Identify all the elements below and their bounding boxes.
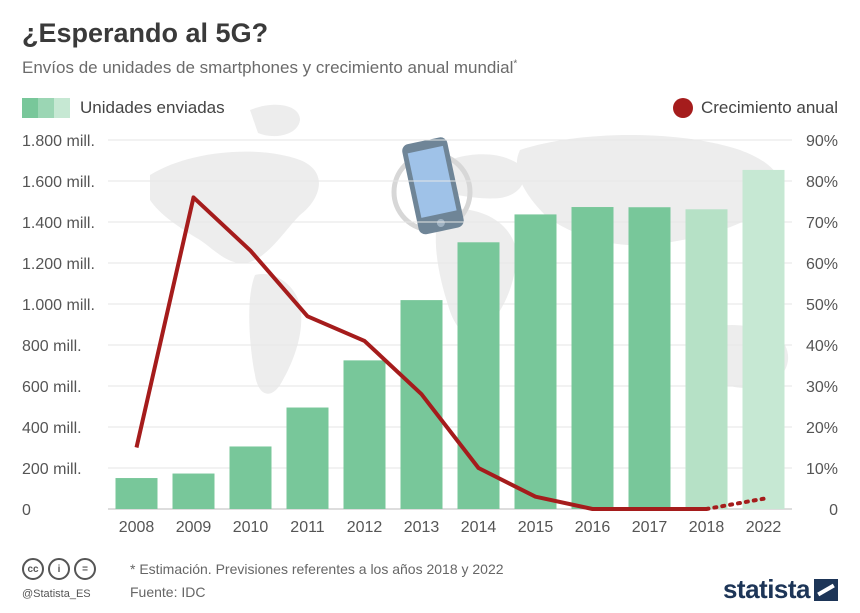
x-tick-label: 2022	[746, 519, 782, 536]
legend-units-label: Unidades enviadas	[80, 98, 225, 117]
y-left-tick-label: 0	[22, 502, 31, 519]
y-left-tick-label: 1.000 mill.	[22, 297, 95, 314]
x-tick-label: 2013	[404, 519, 440, 536]
bar-2011	[286, 407, 329, 509]
nd-icon: =	[74, 558, 96, 580]
y-left-tick-label: 400 mill.	[22, 420, 82, 437]
y-right-tick-label: 10%	[806, 461, 838, 478]
x-tick-label: 2015	[518, 519, 554, 536]
x-tick-label: 2011	[290, 519, 325, 536]
legend-growth-label: Crecimiento anual	[700, 98, 838, 117]
x-tick-label: 2009	[176, 519, 212, 536]
legend-swatch-mid	[38, 98, 54, 118]
y-left-tick-label: 200 mill.	[22, 461, 82, 478]
bar-2013	[400, 300, 443, 509]
y-left-tick-label: 1.800 mill.	[22, 133, 95, 150]
legend-swatch-light	[54, 98, 70, 118]
statista-logo-icon	[814, 578, 838, 601]
bar-2015	[514, 214, 557, 510]
y-right-tick-label: 20%	[806, 420, 838, 437]
bar-2010	[229, 446, 272, 509]
statista-wordmark: statista	[722, 574, 811, 604]
twitter-handle: @Statista_ES	[22, 588, 91, 600]
y-right-tick-label: 80%	[806, 174, 838, 191]
by-icon: i	[48, 558, 70, 580]
x-axis: 2008 2009 2010 2011 2012 2013 2014 2015 2016 2017…	[119, 519, 782, 536]
bar-2008	[115, 478, 158, 509]
y-right-tick-label: 30%	[806, 379, 838, 396]
chart-subtitle: Envíos de unidades de smartphones y crec…	[22, 58, 517, 78]
y-right-tick-label: 0	[829, 502, 838, 519]
growth-line-forecast	[704, 496, 766, 511]
y-left-tick-label: 1.200 mill.	[22, 256, 95, 273]
x-tick-label: 2016	[575, 519, 611, 536]
bar-2022	[742, 169, 785, 509]
growth-line	[134, 195, 707, 511]
y-right-tick-label: 50%	[806, 297, 838, 314]
bar-2016	[571, 207, 614, 509]
legend-growth: Crecimiento anual	[672, 98, 838, 118]
x-tick-label: 2014	[461, 519, 497, 536]
y-right-tick-label: 40%	[806, 338, 838, 355]
y-left-tick-label: 800 mill.	[22, 338, 82, 355]
bar-2014	[457, 242, 500, 510]
footnote: * Estimación. Previsiones referentes a l…	[130, 561, 504, 577]
cc-icon: cc	[22, 558, 44, 580]
smartphone-icon	[391, 137, 473, 235]
bar-2009	[172, 473, 215, 509]
y-right-tick-label: 60%	[806, 256, 838, 273]
y-right-tick-label: 90%	[806, 133, 838, 150]
subtitle-footnote-mark: *	[513, 58, 518, 70]
subtitle-text: Envíos de unidades de smartphones y crec…	[22, 58, 514, 77]
x-tick-label: 2018	[689, 519, 725, 536]
y-right-tick-label: 70%	[806, 215, 838, 232]
chart-title: ¿Esperando al 5G?	[22, 18, 269, 48]
y-left-tick-label: 1.400 mill.	[22, 215, 95, 232]
y-axis-left: 0 200 mill. 400 mill. 600 mill. 800 mill. 1.0…	[22, 133, 95, 519]
source: Fuente: IDC	[130, 584, 206, 600]
legend-swatch-dark	[22, 98, 38, 118]
y-left-tick-label: 1.600 mill.	[22, 174, 95, 191]
bar-2018	[685, 209, 728, 510]
bar-2012	[343, 360, 386, 509]
x-tick-label: 2008	[119, 519, 155, 536]
bar-2017	[628, 207, 671, 510]
legend-growth-dot	[672, 98, 693, 118]
legend-units: Unidades enviadas	[22, 98, 225, 118]
bar-series	[115, 169, 785, 510]
statista-logo[interactable]: statista	[723, 574, 838, 605]
license-icons: cc i =	[22, 558, 96, 580]
x-tick-label: 2010	[233, 519, 269, 536]
x-tick-label: 2012	[347, 519, 383, 536]
y-axis-right: 0 10% 20% 30% 40% 50% 60% 70% 80% 90%	[806, 133, 838, 519]
y-left-tick-label: 600 mill.	[22, 379, 82, 396]
x-tick-label: 2017	[632, 519, 668, 536]
growth-line-series	[134, 195, 766, 511]
